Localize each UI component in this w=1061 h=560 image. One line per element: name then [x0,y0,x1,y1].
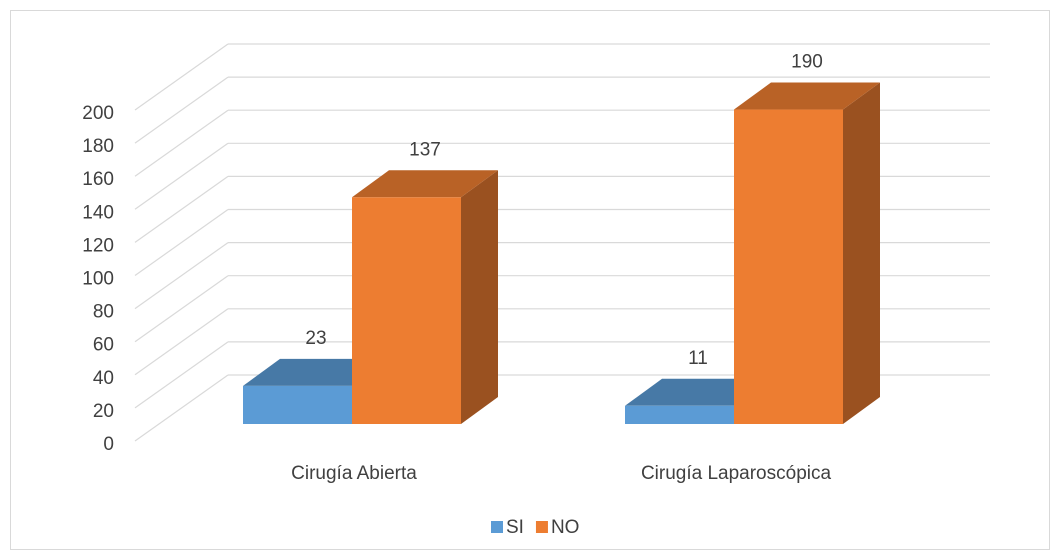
grid-line [134,175,229,243]
y-tick-label: 40 [93,368,114,389]
y-tick-label: 80 [93,302,114,323]
x-tick-label: Cirugía Abierta [291,463,417,484]
y-tick-label: 100 [82,269,114,290]
grid-line [134,275,229,343]
y-tick-label: 140 [82,202,114,223]
bar [734,109,843,425]
bar-top [734,82,880,110]
bar-side [461,170,498,424]
bar [352,197,461,424]
grid-line [134,341,229,409]
grid-line [134,43,229,111]
y-tick-label: 0 [103,434,114,455]
y-tick-label: 160 [82,169,114,190]
bar-top [352,170,498,198]
chart-border [10,10,1050,550]
bar [243,385,352,424]
x-tick-label: Cirugía Laparoscópica [641,463,832,484]
data-label: 190 [791,52,823,73]
grid-line [134,308,229,376]
grid-line [134,242,229,310]
legend-swatch [535,521,548,533]
data-label: 137 [409,139,441,160]
y-tick-label: 60 [93,335,114,356]
grid-line [134,209,229,276]
y-tick-label: 180 [82,136,114,157]
bar-side [843,82,880,425]
y-tick-label: 120 [82,235,114,256]
grid-line [134,109,229,177]
data-label: 11 [688,348,708,369]
y-tick-label: 20 [93,401,114,422]
bar [625,405,734,424]
y-tick-label: 200 [82,103,114,124]
grid-line [134,374,229,442]
grid-line [134,76,229,144]
legend-swatch [491,521,503,533]
grid-line [134,142,229,210]
legend-label: SI [506,517,524,538]
data-label: 23 [305,328,326,349]
legend-label: NO [551,517,580,538]
